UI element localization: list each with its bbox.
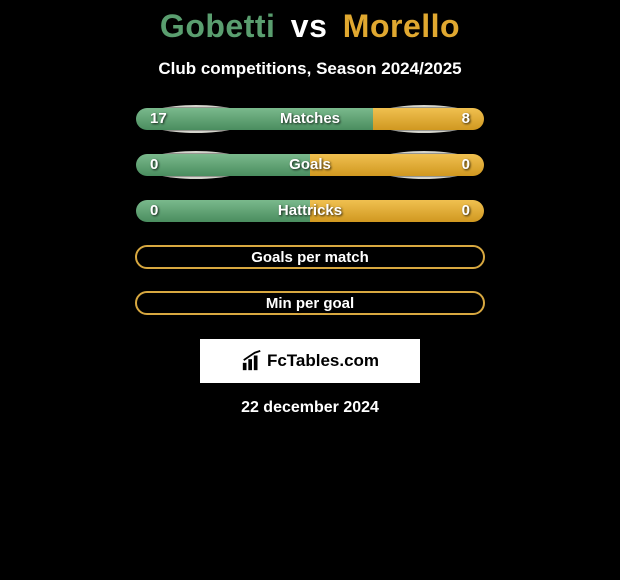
stat-value-right: 0 bbox=[462, 202, 470, 219]
stat-value-right: 8 bbox=[462, 110, 470, 127]
stat-label: Goals bbox=[289, 156, 331, 173]
stat-bar-empty: Min per goal bbox=[135, 291, 485, 315]
stat-label: Hattricks bbox=[278, 202, 342, 219]
stat-label: Matches bbox=[280, 110, 340, 127]
stat-label: Goals per match bbox=[251, 249, 369, 266]
stat-row: Matches 17 8 bbox=[135, 107, 485, 131]
stat-bar: Goals 0 0 bbox=[135, 153, 485, 177]
brand-text: FcTables.com bbox=[241, 350, 379, 372]
brand-label: FcTables.com bbox=[267, 351, 379, 371]
chart-icon bbox=[241, 350, 263, 372]
footer-date: 22 december 2024 bbox=[241, 399, 379, 417]
stat-label: Min per goal bbox=[266, 295, 354, 312]
stat-row: Hattricks 0 0 bbox=[135, 199, 485, 223]
bar-fill-right bbox=[310, 154, 484, 176]
vs-separator: vs bbox=[291, 8, 328, 44]
stat-value-left: 17 bbox=[150, 110, 167, 127]
stat-value-right: 0 bbox=[462, 156, 470, 173]
stat-value-left: 0 bbox=[150, 202, 158, 219]
stat-row: Min per goal bbox=[135, 291, 485, 315]
stat-row: Goals 0 0 bbox=[135, 153, 485, 177]
player1-name: Gobetti bbox=[160, 8, 275, 44]
stat-bar-empty: Goals per match bbox=[135, 245, 485, 269]
comparison-infographic: Gobetti vs Morello Club competitions, Se… bbox=[0, 0, 620, 417]
page-title: Gobetti vs Morello bbox=[160, 8, 460, 45]
player2-name: Morello bbox=[343, 8, 460, 44]
stat-row: Goals per match bbox=[135, 245, 485, 269]
brand-badge: FcTables.com bbox=[200, 339, 420, 383]
stat-bar: Matches 17 8 bbox=[135, 107, 485, 131]
bar-fill-left bbox=[136, 154, 310, 176]
stat-bar: Hattricks 0 0 bbox=[135, 199, 485, 223]
stats-list: Matches 17 8 Goals 0 0 Hattricks 0 0 Goals per ma… bbox=[135, 107, 485, 337]
subtitle: Club competitions, Season 2024/2025 bbox=[158, 59, 461, 79]
stat-value-left: 0 bbox=[150, 156, 158, 173]
